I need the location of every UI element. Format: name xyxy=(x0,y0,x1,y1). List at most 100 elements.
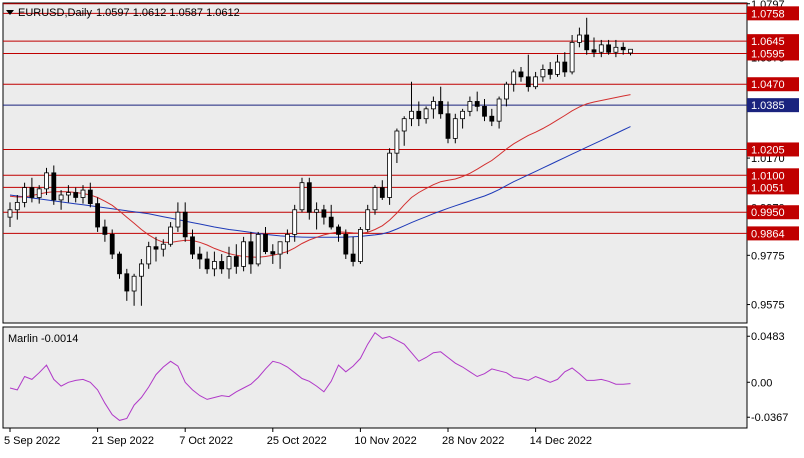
candle xyxy=(445,101,451,144)
candle-body xyxy=(73,192,79,198)
candle xyxy=(190,229,195,259)
candle xyxy=(628,48,633,56)
candle-body xyxy=(14,201,20,211)
candle xyxy=(109,229,115,259)
candle xyxy=(22,182,28,208)
candle-body xyxy=(482,105,487,117)
candle-body xyxy=(577,34,582,43)
level-price-tag: 1.0758 xyxy=(747,6,799,21)
candle-body xyxy=(613,46,619,53)
candle xyxy=(292,204,298,242)
candle-body xyxy=(241,241,247,267)
candle-body xyxy=(489,115,495,122)
candle-body xyxy=(591,49,597,53)
candle-body xyxy=(58,194,64,201)
level-price-tag: 1.0470 xyxy=(747,77,799,92)
candle xyxy=(314,202,320,230)
candle-body xyxy=(533,76,538,88)
level-price-tag: 0.9864 xyxy=(747,226,799,241)
oscillator-axis: 0.0483 0.00 -0.0367 xyxy=(747,331,788,424)
candle xyxy=(569,35,575,75)
candle-body xyxy=(168,226,174,245)
candle-body xyxy=(117,253,122,275)
candle xyxy=(51,165,57,205)
oscillator-tick-label: 0.00 xyxy=(751,377,772,389)
candle-body xyxy=(357,229,363,262)
level-price-box xyxy=(747,6,799,21)
candle xyxy=(606,39,611,55)
oscillator-tick-label: -0.0367 xyxy=(751,412,788,424)
candle-body xyxy=(109,233,115,255)
candle-body xyxy=(131,275,137,292)
level-price-label: 1.0051 xyxy=(751,182,785,194)
candle xyxy=(58,190,64,210)
time-axis: 5 Sep 2022 21 Sep 2022 7 Oct 2022 25 Oct 20… xyxy=(4,428,592,447)
candle xyxy=(555,54,560,77)
candle xyxy=(365,204,371,232)
candle xyxy=(233,244,239,274)
candle xyxy=(131,273,137,306)
candle xyxy=(503,81,509,107)
candle xyxy=(255,231,261,267)
candle-body xyxy=(277,241,283,255)
candle-body xyxy=(336,226,341,235)
candle xyxy=(226,246,232,279)
level-price-label: 1.0385 xyxy=(751,100,785,112)
candle xyxy=(321,204,327,225)
indicator-panel xyxy=(2,326,748,429)
candle xyxy=(138,259,144,306)
candle-body xyxy=(321,209,327,218)
price-axis: 1.07971.05781.01700.99700.97750.95751.07… xyxy=(747,0,799,312)
candle xyxy=(87,182,93,208)
candle xyxy=(14,195,20,220)
candle xyxy=(73,187,79,203)
candle-body xyxy=(328,216,334,228)
candle xyxy=(547,62,553,80)
level-price-label: 1.0205 xyxy=(751,144,785,156)
candle xyxy=(277,241,283,269)
candle-body xyxy=(182,211,188,238)
collapse-triangle-icon[interactable] xyxy=(6,10,14,15)
oscillator-tick-label: 0.0483 xyxy=(751,331,785,343)
candle xyxy=(153,236,159,262)
candle-body xyxy=(248,241,254,265)
candle-body xyxy=(445,113,451,139)
candle xyxy=(117,251,122,279)
candle-body xyxy=(255,233,261,265)
candle xyxy=(160,239,166,257)
candle-body xyxy=(372,187,378,211)
time-tick-label: 7 Oct 2022 xyxy=(179,435,233,447)
candle xyxy=(182,202,188,242)
candle-body xyxy=(80,189,86,198)
candle xyxy=(584,17,590,55)
ohlc-label: 1.0597 1.0612 1.0587 1.0612 xyxy=(96,7,240,19)
candle xyxy=(168,222,174,247)
candle xyxy=(248,231,254,274)
candle xyxy=(197,246,203,269)
candle xyxy=(423,106,429,124)
candle xyxy=(80,185,86,204)
candle xyxy=(482,99,487,122)
level-price-tag: 1.0205 xyxy=(747,142,799,157)
candle-body xyxy=(270,251,276,255)
candle xyxy=(350,236,356,267)
candle-body xyxy=(620,46,626,51)
candle-body xyxy=(423,108,429,120)
level-price-box xyxy=(747,98,799,113)
price-tick-label: 1.0797 xyxy=(751,0,785,11)
candle-body xyxy=(292,209,298,235)
candle xyxy=(387,148,393,205)
candle-body xyxy=(138,263,144,277)
candle-body xyxy=(438,101,444,115)
candle xyxy=(598,39,604,58)
candle-body xyxy=(263,233,268,253)
candle xyxy=(620,42,626,55)
candle xyxy=(401,116,407,146)
symbol-label: EURUSD,Daily xyxy=(18,7,92,19)
candle xyxy=(591,37,597,58)
candle xyxy=(124,268,130,301)
price-tick-label: 0.9775 xyxy=(751,250,785,262)
candle-body xyxy=(365,209,371,230)
level-price-tag: 1.0595 xyxy=(747,46,799,61)
